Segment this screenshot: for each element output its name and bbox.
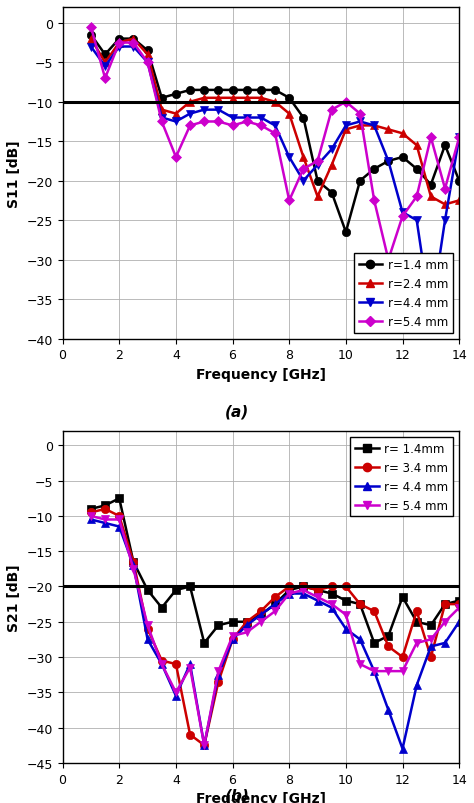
Legend: r= 1.4mm, r= 3.4 mm, r= 4.4 mm, r= 5.4 mm: r= 1.4mm, r= 3.4 mm, r= 4.4 mm, r= 5.4 m… — [350, 438, 453, 517]
X-axis label: Frequency [GHz]: Frequency [GHz] — [196, 367, 326, 381]
Text: (b): (b) — [225, 788, 249, 802]
Legend: r=1.4 mm, r=2.4 mm, r=4.4 mm, r=5.4 mm: r=1.4 mm, r=2.4 mm, r=4.4 mm, r=5.4 mm — [354, 254, 453, 333]
Y-axis label: S11 [dB]: S11 [dB] — [7, 140, 21, 207]
X-axis label: Frequency [GHz]: Frequency [GHz] — [196, 791, 326, 803]
Y-axis label: S21 [dB]: S21 [dB] — [7, 564, 21, 631]
Text: (a): (a) — [225, 405, 249, 419]
